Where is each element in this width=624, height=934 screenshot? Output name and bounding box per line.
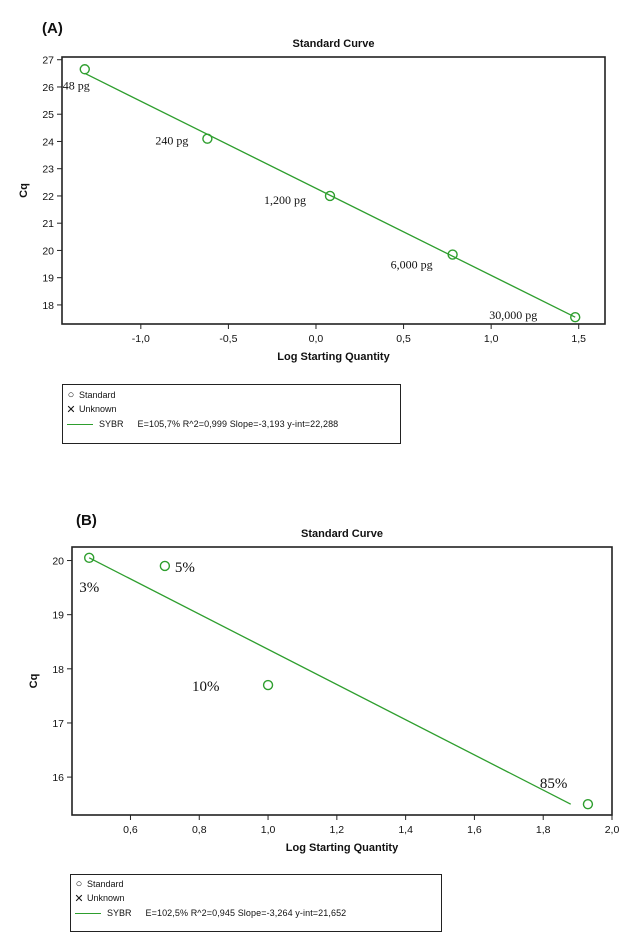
y-tick-label: 23: [42, 164, 54, 176]
data-label: 30,000 pg: [489, 308, 537, 322]
y-tick-label: 18: [52, 664, 64, 676]
plot-frame: [71, 546, 613, 816]
x-tick-label: 2,0: [605, 824, 620, 836]
data-point: [262, 679, 274, 691]
x-tick-label: 1,0: [484, 333, 499, 345]
circle-marker-icon: ○: [75, 878, 83, 890]
x-tick-label: 0,6: [123, 824, 138, 836]
x-marker-icon: ✕: [74, 892, 84, 905]
y-tick-label: 19: [42, 273, 54, 285]
legend-label: Standard: [87, 879, 124, 889]
x-axis-label: Log Starting Quantity: [286, 842, 399, 854]
data-label: 85%: [540, 776, 568, 792]
y-tick-label: 25: [42, 109, 54, 121]
y-tick-label: 24: [42, 136, 54, 148]
legend-item-unknown: ✕ Unknown: [71, 892, 125, 905]
data-point: [447, 249, 458, 260]
plot-frame: [61, 56, 606, 325]
legend-item-sybr: SYBR E=102,5% R^2=0,945 Slope=-3,264 y-i…: [71, 907, 346, 919]
x-marker-icon: ✕: [66, 403, 76, 416]
legend-b: ○ Standard ✕ Unknown SYBR E=102,5% R^2=0…: [70, 874, 442, 932]
data-point: [159, 560, 171, 572]
y-tick-label: 18: [42, 300, 54, 312]
panel-label-b: (B): [76, 512, 97, 529]
data-label: 10%: [192, 679, 220, 695]
chart-b: Standard Curve 0,6 0,8 1,0 1,2 1,4 1,6 1,8 2,0 16…: [28, 528, 620, 854]
y-tick-label: 27: [42, 55, 54, 67]
y-axis-label: Cq: [28, 674, 40, 689]
fit-line: [88, 557, 572, 805]
data-label: 48 pg: [63, 78, 90, 92]
panel-label-a: (A): [42, 20, 63, 37]
data-point: [202, 133, 213, 144]
data-point: [83, 552, 95, 564]
y-tick-label: 21: [42, 218, 54, 230]
legend-label: Unknown: [87, 893, 125, 903]
legend-item-standard: ○ Standard: [71, 878, 124, 890]
y-tick-label: 16: [52, 772, 64, 784]
data-point: [324, 190, 336, 202]
data-label: 5%: [175, 560, 195, 576]
fit-line-icon: [75, 912, 101, 914]
x-tick-label: 1,5: [571, 333, 586, 345]
legend-item-sybr: SYBR E=105,7% R^2=0,999 Slope=-3,193 y-i…: [63, 418, 338, 430]
data-point: [570, 311, 581, 323]
y-tick-label: 20: [42, 245, 54, 257]
x-tick-label: 1,6: [467, 824, 482, 836]
x-tick-label: 1,2: [330, 824, 345, 836]
fit-line-icon: [67, 423, 93, 425]
x-tick-label: 0,0: [309, 333, 324, 345]
chart-title: Standard Curve: [301, 528, 383, 540]
data-point: [79, 64, 90, 75]
x-tick-label: 1,4: [398, 824, 413, 836]
x-tick-label: 1,0: [261, 824, 276, 836]
x-axis-label: Log Starting Quantity: [277, 351, 390, 363]
data-label: 240 pg: [155, 134, 188, 148]
y-tick-label: 20: [52, 556, 64, 568]
x-tick-label: 0,8: [192, 824, 207, 836]
y-tick-label: 17: [52, 718, 64, 730]
chart-a: Standard Curve -1,0 -0,5 0,0 0,5 1,0 1,5 18 19 20…: [18, 38, 606, 363]
data-label: 3%: [79, 580, 99, 596]
legend-stats: E=102,5% R^2=0,945 Slope=-3,264 y-int=21…: [145, 908, 347, 918]
y-axis-label: Cq: [18, 183, 30, 198]
legend-label: Unknown: [79, 404, 117, 414]
x-tick-label: -0,5: [219, 333, 237, 345]
data-label: 1,200 pg: [264, 193, 306, 207]
circle-marker-icon: ○: [67, 389, 75, 401]
chart-title: Standard Curve: [293, 38, 375, 50]
legend-label: Standard: [79, 390, 116, 400]
data-point: [582, 798, 594, 810]
data-label: 6,000 pg: [391, 258, 433, 272]
legend-item-standard: ○ Standard: [63, 389, 116, 401]
x-tick-label: -1,0: [132, 333, 150, 345]
y-tick-label: 26: [42, 82, 54, 94]
legend-series-name: SYBR: [107, 908, 132, 918]
legend-stats: E=105,7% R^2=0,999 Slope=-3,193 y-int=22…: [137, 419, 339, 429]
legend-item-unknown: ✕ Unknown: [63, 403, 117, 416]
x-tick-label: 0,5: [396, 333, 411, 345]
fit-line: [84, 72, 576, 318]
y-tick-label: 19: [52, 610, 64, 622]
legend-series-name: SYBR: [99, 419, 124, 429]
x-tick-label: 1,8: [536, 824, 551, 836]
legend-a: ○ Standard ✕ Unknown SYBR E=105,7% R^2=0…: [62, 384, 401, 444]
y-tick-label: 22: [42, 191, 54, 203]
